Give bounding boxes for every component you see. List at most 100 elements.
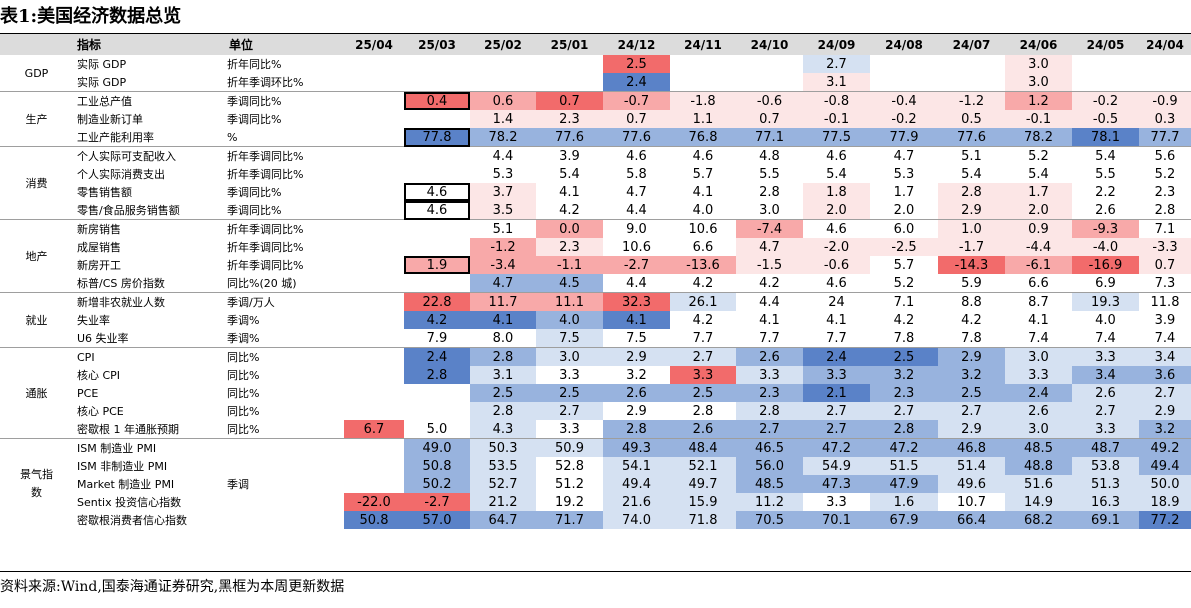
value-cell [344, 256, 404, 274]
value-cell: 71.8 [670, 511, 736, 529]
value-cell: 52.1 [670, 457, 736, 475]
value-cell: 21.2 [470, 493, 536, 511]
indicator-name: 实际 GDP [77, 58, 127, 71]
value-cell: 3.2 [938, 366, 1005, 384]
value-cell: -0.4 [870, 91, 938, 110]
category-cell: 消费 [0, 146, 73, 220]
value-cell [404, 402, 470, 420]
value-cell [404, 146, 470, 165]
category-cell: 就业 [0, 292, 73, 348]
value-cell: 1.0 [938, 219, 1005, 238]
header-month: 24/09 [817, 37, 856, 52]
value-cell: 19.2 [555, 494, 584, 510]
value-cell: 2.3 [536, 110, 603, 128]
value-cell: 2.9 [603, 347, 670, 366]
indicator-unit [225, 511, 344, 529]
value-cell: 2.6 [1005, 402, 1072, 420]
value-cell: 49.6 [938, 475, 1005, 493]
value-cell: 2.9 [938, 420, 1005, 439]
table-row: ISM 非制造业 PMI 50.8 53.5 52.8 54.1 52.1 56.0 54.9… [0, 457, 1191, 475]
value-cell: 4.7 [470, 274, 536, 293]
value-cell: 2.7 [536, 402, 603, 420]
value-cell: 0.7 [603, 110, 670, 128]
value-cell: 2.5 [870, 347, 938, 366]
value-cell: 77.8 [404, 128, 470, 147]
header-month: 25/01 [550, 37, 589, 52]
value-cell [404, 384, 470, 402]
value-cell: 7.3 [1154, 275, 1176, 291]
value-cell: 49.4 [1139, 457, 1191, 475]
indicator-name: 新房开工 [77, 259, 121, 272]
header-month: 24/10 [750, 37, 789, 52]
value-cell: 2.7 [670, 347, 736, 366]
value-cell: 7.7 [826, 330, 847, 346]
value-cell: 6.6 [692, 239, 714, 255]
indicator-name: CPI [73, 347, 225, 366]
table-row: 核心 PCE 同比% 2.8 2.7 2.9 2.8 2.8 2.7 2.7 2.7 2.6 2.7 2… [0, 402, 1191, 420]
header-indicator: 指标 [77, 38, 102, 52]
value-cell: 5.1 [470, 219, 536, 238]
table-row: 零售/食品服务销售额 季调同比% 4.6 3.5 4.2 4.4 4.0 3.0 2.0 2.0 2… [0, 201, 1191, 220]
value-cell: 4.4 [736, 292, 803, 311]
value-cell: 7.7 [759, 330, 780, 346]
indicator-name: 零售/食品服务销售额 [77, 204, 180, 217]
table-title: 表1:美国经济数据总览 [0, 6, 182, 27]
value-cell: -0.1 [803, 110, 870, 128]
table-header: 指标 单位 25/04 25/03 25/02 25/01 24/12 24/11 24/1… [0, 34, 1191, 55]
value-cell [1139, 55, 1191, 73]
header-month: 24/06 [1019, 37, 1058, 52]
value-cell: 2.5 [603, 55, 670, 73]
value-cell: 53.5 [470, 457, 536, 475]
economic-data-table: 指标 单位 25/04 25/03 25/02 25/01 24/12 24/11 24/1… [0, 34, 1191, 529]
value-cell: 0.6 [470, 91, 536, 110]
value-cell: -14.3 [938, 256, 1005, 274]
value-cell: -0.7 [603, 91, 670, 110]
table-row: PCE 同比% 2.5 2.5 2.6 2.5 2.3 2.1 2.3 2.5 2.4 2.6 2.7 [0, 384, 1191, 402]
category-cell: 生产 [0, 91, 73, 147]
value-cell: 26.1 [670, 292, 736, 311]
value-cell: 11.1 [536, 292, 603, 311]
value-cell: 2.8 [470, 402, 536, 420]
value-cell: 3.3 [803, 366, 870, 384]
indicator-unit [225, 493, 344, 511]
header-month: 24/08 [885, 37, 923, 52]
value-cell: 10.7 [957, 494, 986, 510]
header-row: 指标 单位 25/04 25/03 25/02 25/01 24/12 24/11 24/1… [0, 34, 1191, 55]
table-row: 个人实际消费支出 折年季调同比% 5.3 5.4 5.8 5.7 5.5 5.4 5.3 5.4 5… [0, 165, 1191, 183]
indicator-name: U6 失业率 [77, 332, 129, 345]
value-cell: 10.6 [670, 219, 736, 238]
value-cell: 4.5 [536, 274, 603, 293]
value-cell: 6.6 [1028, 275, 1049, 291]
table-row: U6 失业率 季调% 7.9 8.0 7.5 7.5 7.7 7.7 7.7 7.8 7.8 7.4 7… [0, 329, 1191, 348]
value-cell: 67.9 [870, 511, 938, 529]
value-cell: -2.5 [870, 238, 938, 256]
value-cell [344, 219, 404, 238]
value-cell: 77.9 [870, 128, 938, 147]
value-cell: 77.1 [736, 128, 803, 147]
value-cell [344, 91, 404, 110]
indicator-name: 个人实际可支配收入 [73, 146, 225, 165]
table-body: GDP 实际 GDP 折年同比% 2.5 2.7 3.0 实际 GDP 折年季调环比% 2.4 3… [0, 55, 1191, 529]
value-cell: 47.2 [870, 438, 938, 457]
value-cell: 15.9 [670, 493, 736, 511]
value-cell: -2.7 [404, 493, 470, 511]
indicator-unit: 季调同比% [225, 91, 344, 110]
value-cell: 6.9 [1095, 275, 1116, 291]
value-cell: 7.4 [1095, 330, 1116, 346]
category-cell: 地产 [0, 219, 73, 293]
value-cell [670, 73, 736, 92]
table-row: Market 制造业 PMI 季调 50.2 52.7 51.2 49.4 49.7 48.5… [0, 475, 1191, 493]
value-cell [536, 55, 603, 73]
value-cell: 3.0 [536, 347, 603, 366]
value-cell: 0.4 [404, 91, 470, 110]
value-cell [344, 146, 404, 165]
value-cell: 46.8 [938, 438, 1005, 457]
indicator-name: 失业率 [77, 314, 110, 327]
value-cell: 47.2 [803, 438, 870, 457]
value-cell: 2.8 [404, 366, 470, 384]
value-cell: 77.7 [1139, 128, 1191, 147]
value-cell: 2.5 [536, 384, 603, 402]
value-cell: -22.0 [344, 493, 404, 511]
value-cell: 0.0 [536, 219, 603, 238]
value-cell: 4.7 [736, 238, 803, 256]
